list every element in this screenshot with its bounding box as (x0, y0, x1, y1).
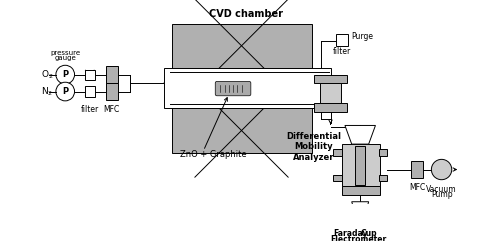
Text: N$_2$: N$_2$ (42, 85, 54, 98)
Text: Faraday: Faraday (333, 229, 368, 238)
Text: pressure: pressure (50, 50, 80, 56)
Bar (342, 144, 380, 187)
Bar (164, 68, 330, 108)
Bar (355, 146, 366, 185)
Bar (379, 149, 388, 156)
Text: MFC: MFC (409, 183, 425, 192)
Bar (106, 83, 118, 100)
Bar (342, 210, 365, 222)
Polygon shape (345, 126, 376, 144)
Bar (106, 66, 118, 83)
Text: CVD chamber: CVD chamber (209, 9, 283, 19)
Text: Purge: Purge (352, 32, 374, 41)
Text: ZnO + Graphite: ZnO + Graphite (180, 150, 247, 159)
Bar (172, 24, 312, 68)
Circle shape (432, 159, 452, 180)
Circle shape (56, 65, 74, 84)
Text: Pump: Pump (431, 190, 452, 199)
FancyBboxPatch shape (215, 81, 251, 96)
Text: filter: filter (80, 105, 99, 114)
Bar (333, 175, 342, 181)
Bar (172, 108, 312, 153)
Bar (84, 69, 95, 80)
Text: Differential
Mobility
Analyzer: Differential Mobility Analyzer (286, 132, 341, 161)
Bar (84, 87, 95, 97)
Text: Electrometer: Electrometer (330, 235, 386, 241)
Bar (379, 175, 388, 181)
Bar (336, 34, 348, 46)
Text: Vacuum: Vacuum (426, 185, 457, 194)
Bar (333, 149, 342, 156)
Bar (314, 103, 348, 112)
Bar (314, 75, 348, 83)
Polygon shape (352, 202, 368, 210)
Text: O$_2$: O$_2$ (42, 68, 54, 81)
Text: P: P (62, 70, 68, 79)
Text: filter: filter (334, 47, 351, 56)
Bar (411, 161, 423, 178)
Bar (342, 187, 380, 195)
Circle shape (56, 82, 74, 101)
Text: gauge: gauge (54, 55, 76, 61)
Bar (320, 83, 340, 103)
Text: MFC: MFC (104, 105, 120, 114)
Text: P: P (62, 87, 68, 96)
Text: Cup: Cup (360, 229, 377, 238)
